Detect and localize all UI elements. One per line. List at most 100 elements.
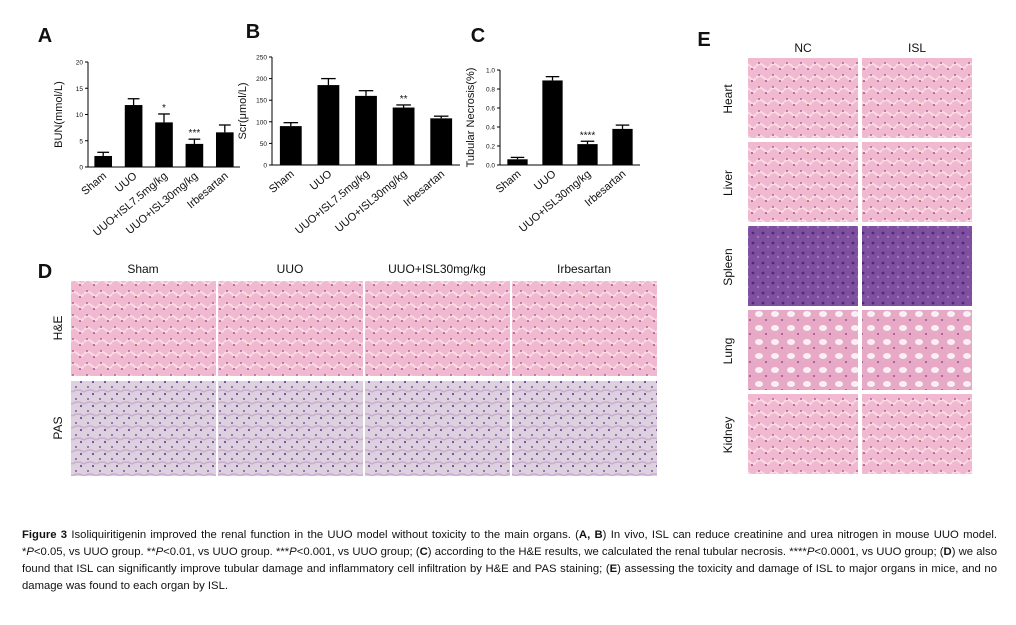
- panel-label: A: [38, 25, 52, 47]
- y-tick-label: 0: [79, 165, 83, 172]
- row-label: H&E: [51, 316, 65, 341]
- caption-text: ) we also found that ISL can significant…: [22, 546, 997, 575]
- bar: [317, 85, 340, 165]
- column-label: UUO+ISL30mg/kg: [388, 262, 486, 276]
- caption-text: Figure 3: [22, 529, 68, 541]
- y-tick-label: 0.6: [486, 106, 495, 113]
- row-label: Lung: [721, 338, 735, 365]
- caption-text: Isoliquiritigenin improved the renal fun…: [67, 529, 579, 541]
- y-tick-label: 1.0: [486, 68, 495, 75]
- panel-label: D: [38, 261, 52, 283]
- column-label: NC: [794, 41, 812, 55]
- bar: [392, 107, 415, 165]
- y-tick-label: 0.0: [486, 163, 495, 170]
- panel-label: E: [697, 29, 710, 51]
- histology-image: [365, 281, 510, 376]
- y-tick-label: 10: [76, 112, 84, 119]
- x-tick-label: Sham: [267, 168, 297, 196]
- caption-text: A, B: [578, 529, 603, 541]
- histology-image: [365, 381, 510, 476]
- y-tick-label: 150: [256, 98, 267, 105]
- bar: [542, 80, 563, 165]
- row-label: Heart: [721, 84, 735, 114]
- caption-text: C: [419, 546, 428, 558]
- row-label: Spleen: [721, 248, 735, 285]
- histology-image: [512, 381, 657, 476]
- caption-text: ) assessing the toxicity and damage of I…: [22, 563, 997, 592]
- histology-image: [862, 394, 972, 474]
- histology-image: [862, 310, 972, 390]
- column-label: ISL: [908, 41, 926, 55]
- x-tick-label: Sham: [494, 168, 524, 196]
- y-tick-label: 0.8: [486, 87, 495, 94]
- bar: [430, 118, 453, 165]
- y-tick-label: 250: [256, 55, 267, 62]
- bar: [94, 155, 113, 167]
- bar: [155, 122, 173, 167]
- histology-image: [862, 58, 972, 138]
- caption-text: P: [289, 546, 297, 558]
- row-label: PAS: [51, 416, 65, 439]
- y-tick-label: 0.4: [486, 125, 495, 132]
- histology-image: [862, 226, 972, 306]
- y-tick-label: 20: [76, 60, 84, 67]
- x-tick-label: UUO+ISL30mg/kg: [333, 168, 409, 235]
- bar: [612, 128, 633, 165]
- histology-image: [71, 381, 216, 476]
- y-axis-label: Tubular Necrosis(%): [465, 68, 477, 168]
- caption-text: <0.05, vs UUO group. **: [33, 546, 156, 558]
- x-tick-label: Irbesartan: [401, 168, 447, 209]
- bar: [185, 143, 204, 167]
- bar: [124, 105, 143, 167]
- y-tick-label: 0: [263, 163, 267, 170]
- histology-image: [71, 281, 216, 376]
- histology-image: [748, 142, 858, 222]
- y-tick-label: 100: [256, 119, 267, 126]
- histology-image: [862, 142, 972, 222]
- histology-image: [748, 394, 858, 474]
- significance-label: ***: [189, 128, 201, 139]
- significance-label: **: [400, 94, 408, 105]
- caption-text: P: [806, 546, 815, 558]
- caption-text: ) according to the H&E results, we calcu…: [427, 546, 807, 558]
- caption-text: P: [155, 546, 164, 558]
- caption-text: ) In vivo, ISL can reduce creatinine and…: [22, 529, 998, 558]
- significance-label: ****: [580, 130, 596, 141]
- histology-image: [748, 310, 858, 390]
- x-tick-label: UUO: [532, 168, 559, 193]
- row-label: Kidney: [721, 417, 735, 454]
- panel-label: B: [246, 21, 260, 43]
- bar: [507, 159, 528, 165]
- significance-label: *: [162, 103, 166, 114]
- bar: [279, 126, 302, 165]
- caption-text: <0.0001, vs UUO group; (: [814, 546, 944, 558]
- figure-caption: Figure 3 Isoliquiritigenin improved the …: [22, 527, 997, 595]
- y-axis-label: BUN(mmol/L): [53, 81, 65, 148]
- histology-image: [512, 281, 657, 376]
- caption-text: E: [609, 563, 618, 575]
- caption-text: <0.01, vs UUO group. ***: [163, 546, 290, 558]
- y-axis-label: Scr(μmol/L): [237, 82, 249, 139]
- bar: [355, 95, 377, 165]
- x-tick-label: Sham: [79, 170, 109, 198]
- column-label: Sham: [127, 262, 158, 276]
- column-label: UUO: [277, 262, 304, 276]
- x-tick-label: UUO: [308, 168, 335, 193]
- caption-text: <0.001, vs UUO group; (: [296, 546, 420, 558]
- histology-image: [748, 58, 858, 138]
- y-tick-label: 15: [76, 86, 84, 93]
- bar: [577, 144, 598, 165]
- histology-image: [218, 381, 363, 476]
- panel-label: C: [471, 25, 485, 47]
- row-label: Liver: [721, 170, 735, 196]
- y-tick-label: 50: [260, 141, 268, 148]
- caption-text: P: [26, 546, 34, 558]
- caption-text: D: [943, 546, 952, 558]
- histology-image: [748, 226, 858, 306]
- y-tick-label: 0.2: [486, 144, 495, 151]
- y-tick-label: 5: [79, 138, 83, 145]
- y-tick-label: 200: [256, 76, 267, 83]
- column-label: Irbesartan: [557, 262, 611, 276]
